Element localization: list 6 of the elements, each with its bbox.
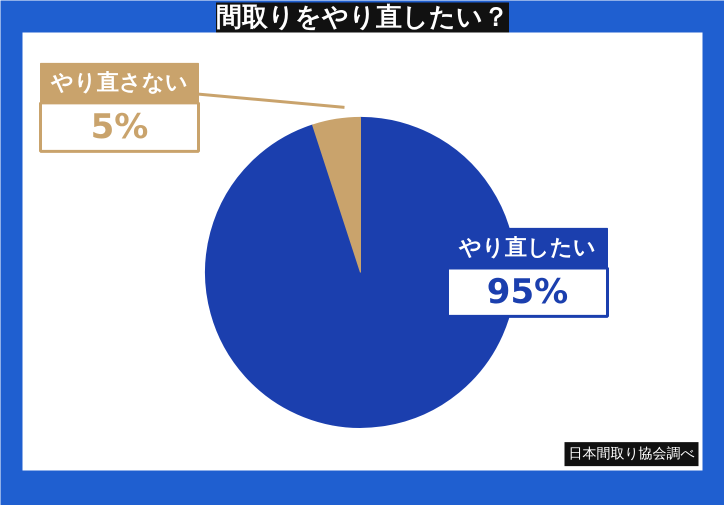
data-label: 95%	[486, 272, 568, 312]
data-label: 5%	[90, 107, 148, 148]
chart-title: 間取りをやり直したい？	[216, 2, 509, 32]
text: 日本間取り協会調べ	[568, 446, 694, 462]
slice-label: やり直さない	[50, 70, 188, 96]
slice-label: やり直したい	[458, 236, 596, 261]
